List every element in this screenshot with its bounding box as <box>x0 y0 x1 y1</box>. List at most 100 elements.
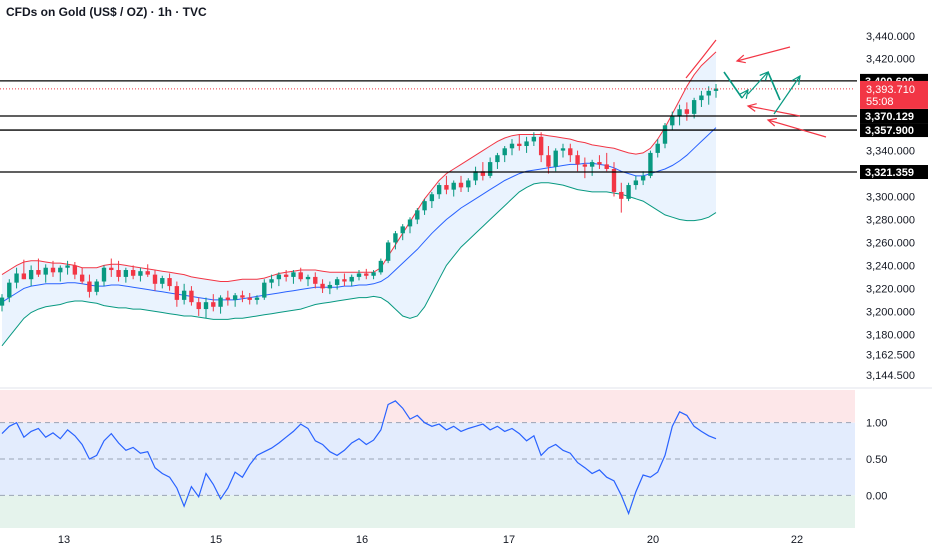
candle-body <box>14 273 19 283</box>
candle-body <box>648 152 653 176</box>
candle <box>582 157 588 179</box>
candle <box>364 268 369 280</box>
candle-body <box>94 281 99 292</box>
red-arrow-mid-shaft <box>747 105 801 117</box>
candle <box>436 182 442 199</box>
candle-body <box>364 273 369 276</box>
candle <box>160 275 165 289</box>
candle <box>50 260 56 277</box>
x-tick-label: 13 <box>58 534 70 546</box>
candle <box>21 259 27 280</box>
bollinger-fill <box>2 51 716 346</box>
candle <box>517 134 522 151</box>
candle <box>662 123 668 149</box>
candle-body <box>371 272 376 276</box>
candle <box>589 159 595 176</box>
candle <box>429 191 435 209</box>
candle-body <box>254 297 260 300</box>
candle-body <box>422 201 427 211</box>
green-path-1 <box>723 71 743 99</box>
y-tick-label: 3,260.000 <box>866 237 915 249</box>
candle <box>560 143 566 158</box>
candle-body <box>109 267 114 271</box>
candle-body <box>589 162 595 167</box>
level-label: 3,321.359 <box>865 167 914 179</box>
candle-body <box>633 180 639 186</box>
candle <box>334 276 340 290</box>
candle-body <box>385 242 391 261</box>
candle-body <box>225 297 231 300</box>
candle <box>218 295 223 314</box>
candle <box>597 155 602 169</box>
candle <box>79 267 85 284</box>
candle <box>546 146 551 174</box>
candle-body <box>334 279 340 285</box>
candle-body <box>283 274 289 277</box>
oscillator-overbought-zone <box>0 390 855 423</box>
candle-body <box>313 276 318 284</box>
candle <box>480 162 486 181</box>
candle <box>648 150 653 179</box>
candle <box>444 175 449 195</box>
candle-body <box>502 148 507 156</box>
candle-body <box>50 267 56 273</box>
candle-body <box>677 109 682 117</box>
candle <box>43 264 48 283</box>
oscillator-tick-label: 0.00 <box>866 490 887 502</box>
candle-body <box>699 95 704 101</box>
candle <box>487 157 493 179</box>
candle <box>385 240 391 264</box>
candle <box>502 146 507 163</box>
candle <box>14 267 19 289</box>
candle-body <box>356 273 362 277</box>
candle-body <box>619 191 624 199</box>
candle-body <box>560 148 566 151</box>
candle <box>65 260 70 275</box>
candle-body <box>538 136 544 156</box>
oscillator-line <box>1 400 717 516</box>
candle-body <box>291 272 296 277</box>
candle <box>211 294 216 312</box>
candle <box>619 182 624 213</box>
level-label-box <box>860 165 928 180</box>
red-arrow-mid <box>746 103 801 117</box>
candle-body <box>145 271 150 275</box>
candle <box>575 150 580 172</box>
candle <box>626 182 631 202</box>
candle <box>152 270 158 291</box>
candle <box>247 292 252 305</box>
candle <box>123 267 129 283</box>
candle <box>422 198 427 215</box>
candle <box>713 84 719 98</box>
candle-body <box>342 279 347 282</box>
candle-body <box>415 210 420 220</box>
candle-body <box>211 302 216 307</box>
candle-body <box>466 180 471 188</box>
candle-body <box>517 143 522 147</box>
candle-body <box>546 155 551 167</box>
red-arrow-top-head <box>735 54 746 64</box>
candle <box>655 139 660 158</box>
candle-body <box>72 265 78 275</box>
y-tick-label: 3,180.000 <box>866 329 915 341</box>
candle-body <box>87 281 92 292</box>
candle-body <box>203 302 209 310</box>
candle <box>313 272 318 289</box>
candle <box>670 111 675 130</box>
candle-body <box>684 109 690 114</box>
candle-body <box>429 194 435 202</box>
candle-body <box>116 270 121 277</box>
candle-body <box>575 155 580 165</box>
candle <box>28 265 34 287</box>
candle-body <box>167 278 172 287</box>
level-label: 3,370.129 <box>865 111 914 123</box>
oscillator-tick-label: 0.50 <box>866 454 887 466</box>
y-tick-label: 3,420.000 <box>866 54 915 66</box>
candle-body <box>28 270 34 280</box>
y-tick-label: 3,440.000 <box>866 31 915 43</box>
level-label: 3,357.900 <box>865 125 914 137</box>
candle-body <box>444 185 449 190</box>
candle-body <box>604 164 609 169</box>
candle <box>101 265 107 287</box>
x-tick-label: 15 <box>210 534 222 546</box>
